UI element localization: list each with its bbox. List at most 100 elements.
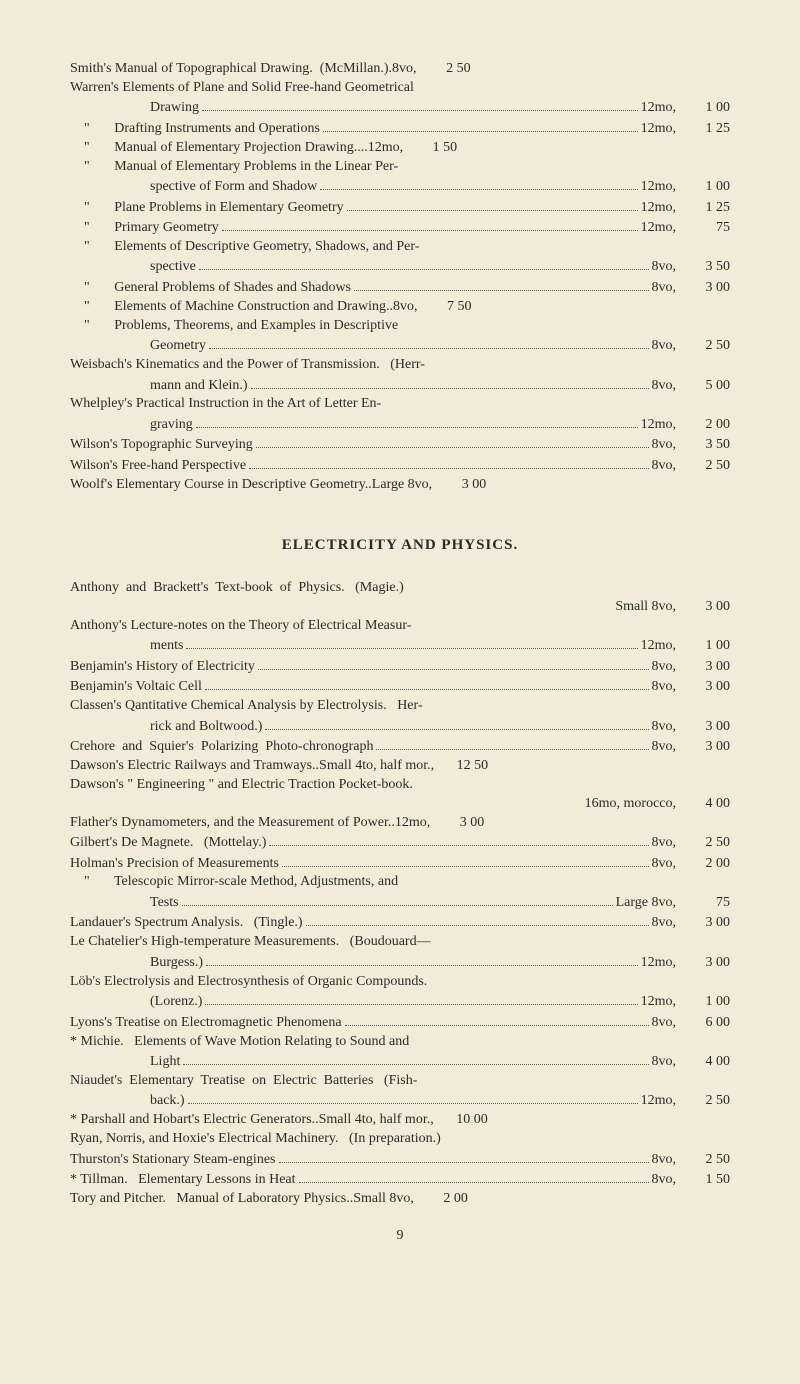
entry-format: 12mo, bbox=[641, 120, 676, 139]
catalog-entry: " Telescopic Mirror-scale Method, Adjust… bbox=[70, 873, 730, 892]
entry-format: .Large 8vo, bbox=[368, 476, 432, 495]
entry-format: 8vo, bbox=[652, 377, 677, 396]
leader-dots bbox=[323, 118, 638, 132]
entry-text: * Michie. Elements of Wave Motion Relati… bbox=[70, 1033, 409, 1052]
entry-text: Anthony and Brackett's Text-book of Phys… bbox=[70, 579, 404, 598]
catalog-entry: ments12mo,1 00 bbox=[70, 636, 730, 656]
entry-price: 5 00 bbox=[682, 377, 730, 396]
entry-text: Landauer's Spectrum Analysis. (Tingle.) bbox=[70, 914, 303, 933]
entry-price: 1 50 bbox=[682, 1171, 730, 1190]
leader-dots bbox=[206, 952, 638, 966]
entry-format: 8vo, bbox=[652, 258, 677, 277]
entry-price: 3 00 bbox=[682, 678, 730, 697]
catalog-section-1: Smith's Manual of Topographical Drawing.… bbox=[70, 60, 730, 495]
catalog-entry: Whelpley's Practical Instruction in the … bbox=[70, 395, 730, 414]
leader-dots bbox=[183, 1051, 648, 1065]
entry-text: back.) bbox=[70, 1092, 185, 1111]
entry-price: 12 50 bbox=[440, 757, 488, 776]
catalog-entry: mann and Klein.) 8vo, 5 00 bbox=[70, 375, 730, 395]
leader-dots bbox=[306, 913, 649, 927]
catalog-entry: " Elements of Machine Construction and D… bbox=[70, 298, 730, 317]
entry-format: 12mo, bbox=[641, 637, 676, 656]
entry-format: 12mo, bbox=[641, 416, 676, 435]
leader-dots bbox=[205, 992, 637, 1006]
leader-dots bbox=[320, 177, 637, 191]
entry-price: 1 25 bbox=[682, 199, 730, 218]
entry-price: 2 50 bbox=[682, 1092, 730, 1111]
entry-text: mann and Klein.) bbox=[70, 377, 248, 396]
entry-price: 4 00 bbox=[682, 795, 730, 814]
entry-format: 12mo, bbox=[641, 99, 676, 118]
catalog-entry: Weisbach's Kinematics and the Power of T… bbox=[70, 356, 730, 375]
entry-format: Large 8vo, bbox=[616, 894, 676, 913]
entry-text: (Lorenz.) bbox=[70, 993, 202, 1012]
leader-dots bbox=[347, 197, 638, 211]
entry-text: " Telescopic Mirror-scale Method, Adjust… bbox=[70, 873, 398, 892]
catalog-entry: Warren's Elements of Plane and Solid Fre… bbox=[70, 79, 730, 98]
leader-dots bbox=[186, 636, 637, 650]
entry-text: * Tillman. Elementary Lessons in Heat bbox=[70, 1171, 296, 1190]
catalog-entry: Anthony's Lecture-notes on the Theory of… bbox=[70, 617, 730, 636]
catalog-entry: Ryan, Norris, and Hoxie's Electrical Mac… bbox=[70, 1130, 730, 1149]
leader-dots bbox=[251, 375, 649, 389]
entry-text: " Primary Geometry bbox=[70, 219, 219, 238]
entry-price: 1 00 bbox=[682, 993, 730, 1012]
entry-text: " Elements of Machine Construction and D… bbox=[70, 298, 417, 317]
entry-format: 8vo, bbox=[652, 855, 677, 874]
catalog-entry: spective of Form and Shadow12mo,1 00 bbox=[70, 177, 730, 197]
entry-price: 1 00 bbox=[682, 178, 730, 197]
entry-format: 12mo, bbox=[641, 1092, 676, 1111]
entry-price: 1 50 bbox=[409, 139, 457, 158]
entry-price: 10 00 bbox=[440, 1111, 488, 1130]
entry-text: Dawson's Electric Railways and Tramways.… bbox=[70, 757, 434, 776]
leader-dots bbox=[209, 336, 649, 350]
entry-text: Classen's Qantitative Chemical Analysis … bbox=[70, 697, 423, 716]
leader-dots bbox=[269, 833, 648, 847]
leader-dots bbox=[222, 218, 638, 232]
catalog-entry: Holman's Precision of Measurements8vo,2 … bbox=[70, 853, 730, 873]
entry-format: 8vo, bbox=[652, 658, 677, 677]
leader-dots bbox=[256, 435, 649, 449]
catalog-entry: Geometry8vo,2 50 bbox=[70, 336, 730, 356]
catalog-entry: Dawson's " Engineering " and Electric Tr… bbox=[70, 776, 730, 795]
entry-text: Löb's Electrolysis and Electrosynthesis … bbox=[70, 973, 427, 992]
catalog-entry: " Plane Problems in Elementary Geometry 1… bbox=[70, 197, 730, 217]
catalog-entry: Benjamin's Voltaic Cell8vo,3 00 bbox=[70, 677, 730, 697]
catalog-entry: * Tillman. Elementary Lessons in Heat8vo… bbox=[70, 1170, 730, 1190]
entry-text: * Parshall and Hobart's Electric Generat… bbox=[70, 1111, 434, 1130]
entry-text: " Plane Problems in Elementary Geometry bbox=[70, 199, 344, 218]
entry-format: 8vo, bbox=[652, 1014, 677, 1033]
entry-text: Tests bbox=[70, 894, 179, 913]
entry-price: 3 00 bbox=[436, 814, 484, 833]
entry-text: Woolf's Elementary Course in Descriptive… bbox=[70, 476, 368, 495]
entry-text: graving bbox=[70, 416, 193, 435]
entry-text: Light bbox=[70, 1053, 180, 1072]
entry-price: 3 00 bbox=[682, 658, 730, 677]
entry-text: " General Problems of Shades and Shadows bbox=[70, 279, 351, 298]
entry-price: 3 00 bbox=[682, 598, 730, 617]
leader-dots bbox=[265, 716, 648, 730]
leader-dots bbox=[196, 414, 638, 428]
entry-text: Holman's Precision of Measurements bbox=[70, 855, 279, 874]
entry-format: 12mo, bbox=[641, 219, 676, 238]
leader-dots bbox=[199, 257, 649, 271]
entry-text: " Manual of Elementary Projection Drawin… bbox=[70, 139, 354, 158]
catalog-entry: Classen's Qantitative Chemical Analysis … bbox=[70, 697, 730, 716]
catalog-entry: graving12mo,2 00 bbox=[70, 414, 730, 434]
catalog-entry: " Manual of Elementary Projection Drawin… bbox=[70, 139, 730, 158]
catalog-entry: back.) 12mo, 2 50 bbox=[70, 1091, 730, 1111]
entry-text: " Elements of Descriptive Geometry, Shad… bbox=[70, 238, 419, 257]
entry-text: Smith's Manual of Topographical Drawing.… bbox=[70, 60, 417, 79]
catalog-entry: Benjamin's History of Electricity8vo,3 0… bbox=[70, 656, 730, 676]
entry-text: " Manual of Elementary Problems in the L… bbox=[70, 158, 398, 177]
entry-text: Whelpley's Practical Instruction in the … bbox=[70, 395, 381, 414]
entry-price: 75 bbox=[682, 894, 730, 913]
catalog-entry: Le Chatelier's High-temperature Measurem… bbox=[70, 933, 730, 952]
entry-text: " Drafting Instruments and Operations bbox=[70, 120, 320, 139]
entry-text: Tory and Pitcher. Manual of Laboratory P… bbox=[70, 1190, 350, 1209]
entry-format: .12mo, bbox=[391, 814, 430, 833]
entry-price: 3 00 bbox=[682, 914, 730, 933]
leader-dots bbox=[205, 677, 649, 691]
catalog-entry: Anthony and Brackett's Text-book of Phys… bbox=[70, 579, 730, 598]
catalog-entry: " Problems, Theorems, and Examples in De… bbox=[70, 317, 730, 336]
